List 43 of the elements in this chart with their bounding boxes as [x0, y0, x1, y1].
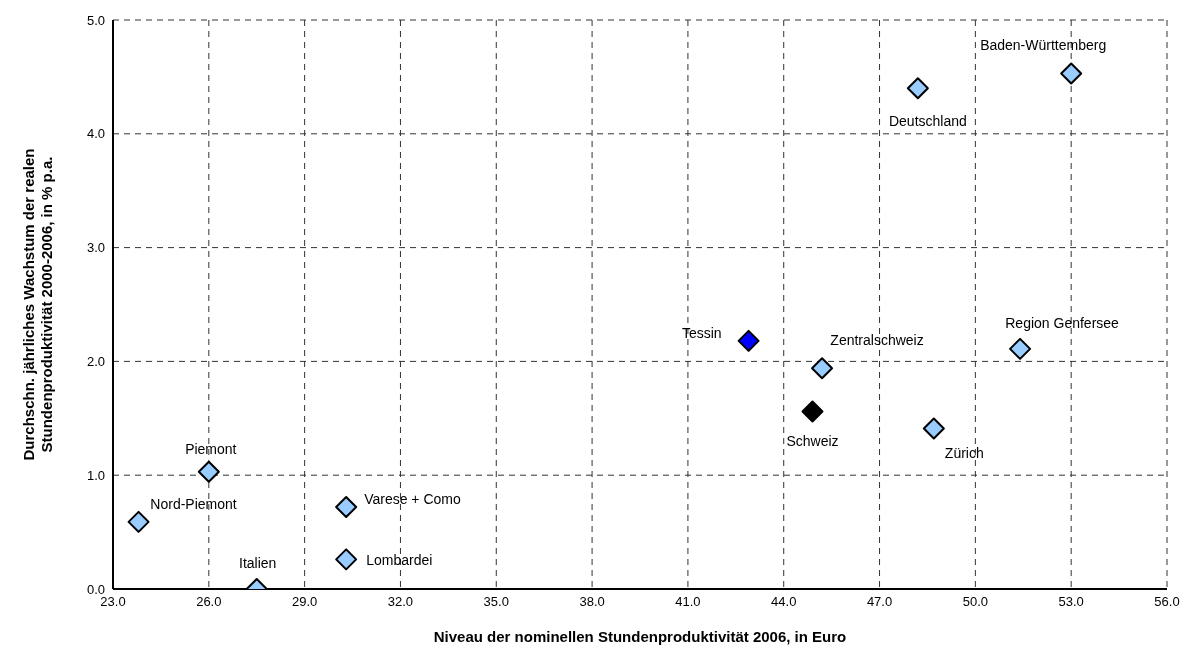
x-tick-label: 56.0 [1154, 594, 1180, 610]
point [811, 357, 834, 380]
x-tick-label: 50.0 [962, 594, 989, 610]
point [906, 77, 929, 100]
x-tick-label: 32.0 [387, 594, 414, 610]
annotation: Schweiz [786, 433, 839, 450]
x-axis-title: Niveau der nominellen Stundenproduktivität 2006, in Euro [433, 627, 847, 645]
annotation: Zürich [944, 444, 984, 461]
y-tick-label: 3.0 [86, 240, 105, 256]
x-tick-label: 47.0 [866, 594, 893, 610]
x-tick-label: 44.0 [771, 594, 797, 610]
point [1060, 62, 1083, 85]
x-tick-label: 41.0 [675, 594, 701, 610]
x-tick-label: 23.0 [100, 594, 126, 610]
annotation: Italien [239, 555, 277, 571]
y-tick-label: 2.0 [86, 354, 105, 370]
x-tick-label: 35.0 [483, 594, 509, 610]
y-tick-label: 0.0 [86, 581, 105, 597]
y-tick-label: 1.0 [86, 467, 105, 483]
y-axis-title: Durchschn. jährliches Wachstum der realen Stundenproduktivität 2000-2006, in % p.a. [20, 148, 55, 461]
point [197, 460, 220, 483]
point [335, 496, 358, 519]
point [737, 329, 760, 352]
point [922, 417, 945, 440]
point [335, 548, 358, 571]
x-tick-label: 53.0 [1058, 594, 1084, 610]
point [127, 510, 150, 533]
annotation: Nord-Piemont [150, 495, 237, 512]
x-tick-label: 38.0 [579, 594, 605, 610]
point [1009, 337, 1032, 360]
annotation: Tessin [681, 324, 722, 341]
annotation: Varese + Como [364, 491, 461, 508]
point [801, 400, 824, 423]
annotation: Baden-Württemberg [980, 37, 1107, 54]
annotation: Deutschland [888, 113, 967, 130]
annotation: Lombardei [366, 552, 433, 569]
x-tick-label: 26.0 [196, 594, 222, 610]
annotation: Zentralschweiz [830, 332, 924, 349]
y-tick-label: 4.0 [86, 126, 105, 142]
y-tick-label: 5.0 [86, 12, 105, 28]
annotation: Region Genfersee [1005, 314, 1120, 331]
x-tick-label: 29.0 [291, 594, 318, 610]
annotation: Piemont [185, 440, 237, 457]
